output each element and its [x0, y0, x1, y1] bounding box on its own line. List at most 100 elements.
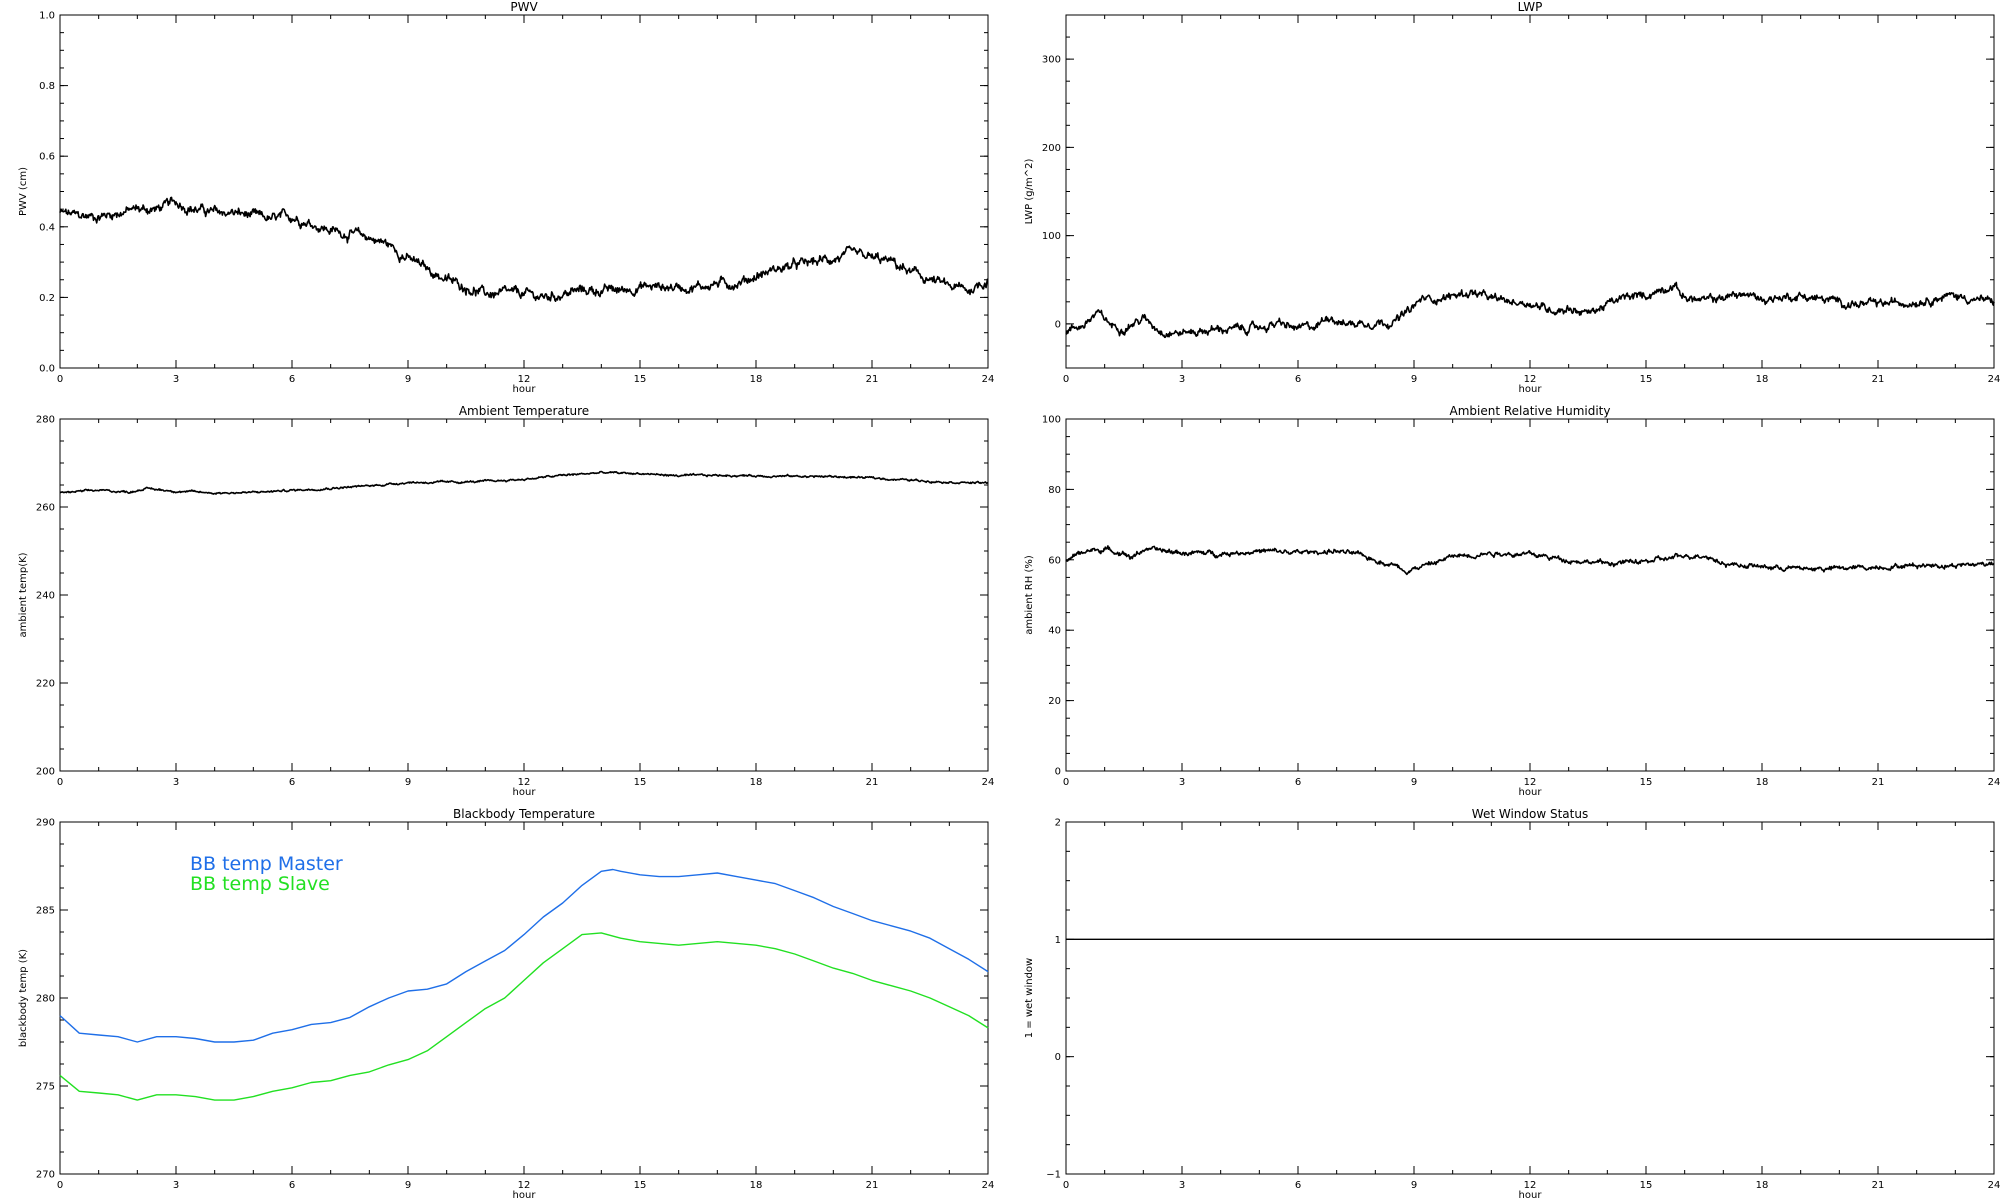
- x-tick-label: 18: [1756, 1180, 1769, 1191]
- x-tick-label: 9: [405, 777, 411, 788]
- panel-ambient_temp: Ambient Temperature 0 3 6 9 12 15 18 21 24 hour 200…: [18, 404, 994, 798]
- x-tick-label: 6: [1295, 777, 1301, 788]
- x-tick-label: 15: [1640, 374, 1653, 385]
- y-tick-label: 220: [36, 679, 55, 690]
- panel-pwv: PWV 0 3 6 9 12 15 18 21 24 hour 0.0 0.2 0.4 0.6 0.8 1.0 P…: [18, 0, 994, 395]
- y-tick-label: 60: [1048, 555, 1061, 566]
- x-tick-label: 0: [1063, 777, 1069, 788]
- series-line-ambient_temp: [59, 470, 989, 495]
- x-tick-label: 12: [1524, 374, 1537, 385]
- x-tick-label: 12: [518, 1180, 531, 1191]
- y-tick-label: 280: [36, 415, 55, 426]
- panel-lwp: LWP 0 3 6 9 12 15 18 21 24 hour 0 100 200 300 LWP (g/m^…: [1024, 0, 2000, 395]
- x-axis-label: hour: [1519, 1190, 1543, 1200]
- x-tick-label: 3: [173, 777, 179, 788]
- y-tick-label: 0.8: [39, 81, 55, 92]
- x-tick-label: 24: [982, 777, 995, 788]
- panel-title: Wet Window Status: [1472, 807, 1588, 821]
- panel-title: PWV: [510, 0, 538, 14]
- x-tick-label: 15: [634, 374, 647, 385]
- y-tick-label: 1.0: [39, 11, 55, 22]
- x-tick-label: 15: [634, 1180, 647, 1191]
- legend-entry: BB temp Master: [190, 853, 343, 875]
- x-tick-label: 0: [1063, 374, 1069, 385]
- y-tick-label: 40: [1048, 626, 1061, 637]
- x-tick-label: 21: [1872, 1180, 1885, 1191]
- y-tick-label: 200: [1042, 143, 1061, 154]
- x-tick-label: 3: [173, 374, 179, 385]
- y-axis-label: ambient temp(K): [18, 552, 29, 637]
- axes-frame: [1065, 14, 1995, 369]
- x-axis-label: hour: [513, 1190, 537, 1200]
- x-tick-label: 9: [405, 1180, 411, 1191]
- x-tick-label: 24: [1988, 1180, 2000, 1191]
- x-tick-label: 18: [750, 374, 763, 385]
- x-tick-label: 21: [866, 1180, 879, 1191]
- axes-frame: [59, 14, 989, 369]
- series-line-blackbody_temp-0: [59, 868, 989, 1043]
- x-tick-label: 3: [1179, 1180, 1185, 1191]
- x-tick-label: 12: [1524, 1180, 1537, 1191]
- panel-ambient_rh: Ambient Relative Humidity 0 3 6 9 12 15 18 21 24 h…: [1024, 404, 2000, 798]
- y-tick-label: 0: [1055, 767, 1061, 778]
- y-tick-label: 2: [1055, 818, 1061, 829]
- y-tick-label: 0.6: [39, 152, 55, 163]
- y-axis-label: PWV (cm): [18, 167, 29, 216]
- x-tick-label: 15: [1640, 777, 1653, 788]
- y-tick-label: 100: [1042, 415, 1061, 426]
- series-line-blackbody_temp-1: [59, 932, 989, 1101]
- x-tick-label: 24: [1988, 374, 2000, 385]
- series-line-pwv: [59, 196, 989, 302]
- x-tick-label: 18: [750, 777, 763, 788]
- x-tick-label: 0: [1063, 1180, 1069, 1191]
- panel-title: Blackbody Temperature: [453, 807, 595, 821]
- y-tick-label: 270: [36, 1170, 55, 1181]
- y-tick-label: 0.2: [39, 293, 55, 304]
- axes-frame: [59, 418, 989, 772]
- x-tick-label: 6: [1295, 1180, 1301, 1191]
- panel-title: Ambient Temperature: [459, 404, 589, 418]
- y-axis-label: ambient RH (%): [1024, 555, 1035, 635]
- x-tick-label: 3: [173, 1180, 179, 1191]
- x-tick-label: 9: [1411, 777, 1417, 788]
- x-tick-label: 21: [866, 777, 879, 788]
- y-tick-label: 240: [36, 591, 55, 602]
- y-tick-label: 290: [36, 818, 55, 829]
- y-tick-label: 1: [1055, 935, 1061, 946]
- axes-frame: [1065, 821, 1995, 1175]
- x-tick-label: 9: [1411, 1180, 1417, 1191]
- panel-blackbody_temp: Blackbody Temperature 0 3 6 9 12 15 18 21 24 hour 2…: [18, 807, 994, 1200]
- y-tick-label: 0: [1055, 1052, 1061, 1063]
- x-tick-label: 0: [57, 777, 63, 788]
- x-tick-label: 21: [866, 374, 879, 385]
- y-tick-label: 200: [36, 767, 55, 778]
- x-tick-label: 12: [518, 374, 531, 385]
- y-tick-label: 0: [1055, 319, 1061, 330]
- x-tick-label: 6: [289, 374, 295, 385]
- x-tick-label: 6: [289, 777, 295, 788]
- axes-frame: [1065, 418, 1995, 772]
- x-tick-label: 24: [982, 374, 995, 385]
- x-tick-label: 9: [1411, 374, 1417, 385]
- x-tick-label: 18: [1756, 777, 1769, 788]
- x-tick-label: 3: [1179, 374, 1185, 385]
- y-tick-label: 20: [1048, 696, 1061, 707]
- x-tick-label: 12: [518, 777, 531, 788]
- series-line-lwp: [1065, 281, 1995, 339]
- x-tick-label: 12: [1524, 777, 1537, 788]
- x-tick-label: 0: [57, 374, 63, 385]
- y-tick-label: 80: [1048, 485, 1061, 496]
- panel-title: LWP: [1518, 0, 1543, 14]
- x-tick-label: 15: [1640, 1180, 1653, 1191]
- x-tick-label: 9: [405, 374, 411, 385]
- y-tick-label: −1: [1046, 1170, 1061, 1181]
- x-tick-label: 0: [57, 1180, 63, 1191]
- y-tick-label: 275: [36, 1082, 55, 1093]
- y-tick-label: 0.4: [39, 222, 55, 233]
- y-tick-label: 260: [36, 503, 55, 514]
- x-tick-label: 24: [1988, 777, 2000, 788]
- x-tick-label: 21: [1872, 374, 1885, 385]
- y-tick-label: 285: [36, 906, 55, 917]
